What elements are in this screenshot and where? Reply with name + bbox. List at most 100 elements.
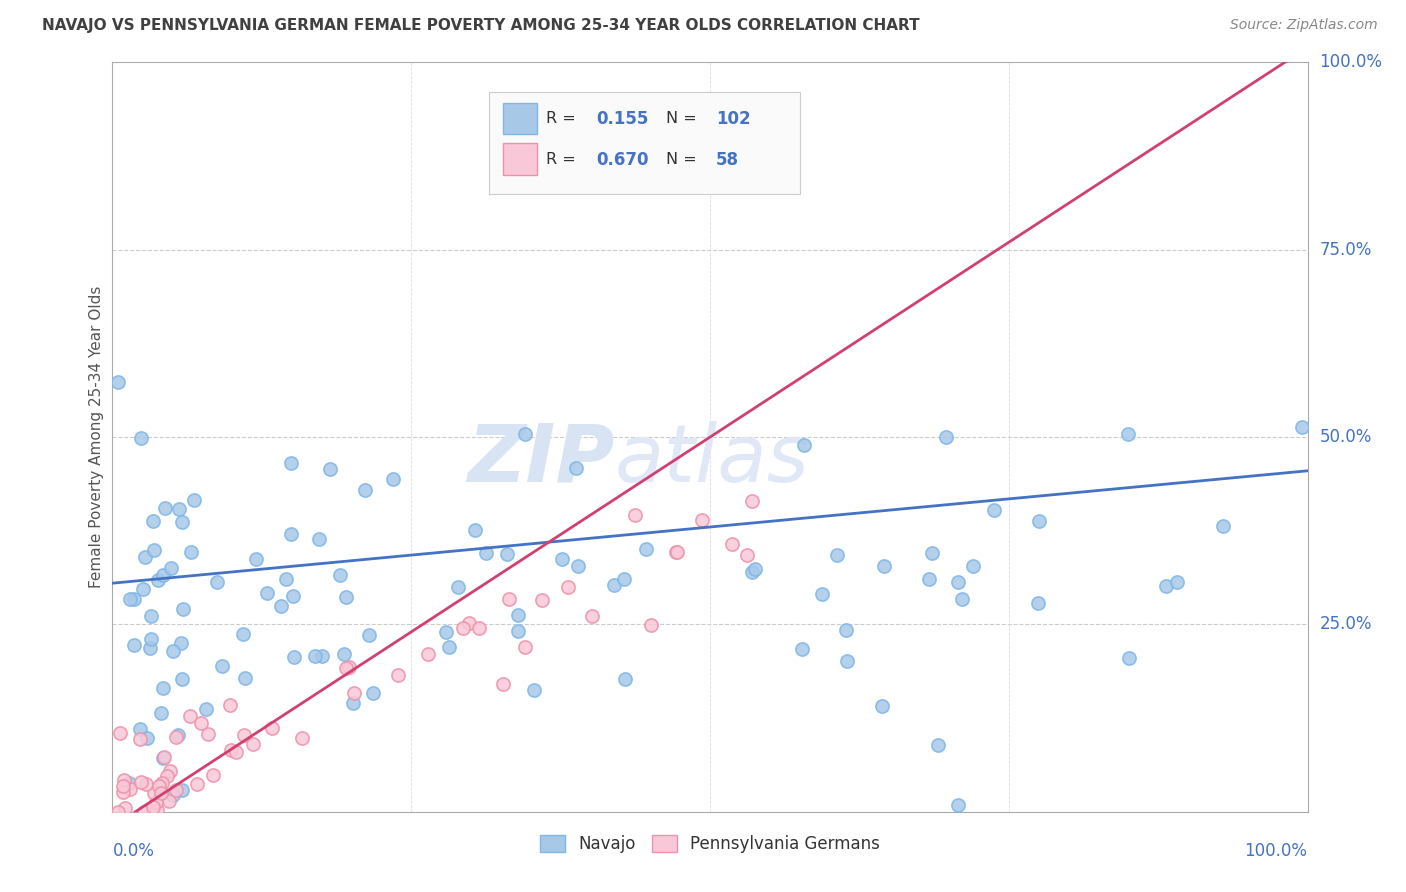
Y-axis label: Female Poverty Among 25-34 Year Olds: Female Poverty Among 25-34 Year Olds xyxy=(89,286,104,588)
Point xyxy=(665,545,688,559)
Point xyxy=(159,764,181,778)
Point xyxy=(195,702,218,716)
Point xyxy=(1291,420,1313,434)
Point xyxy=(129,774,152,789)
Point xyxy=(319,462,342,476)
Point xyxy=(363,686,385,700)
Text: 50.0%: 50.0% xyxy=(1320,428,1372,446)
Point xyxy=(152,568,174,582)
Point xyxy=(283,649,305,664)
Point xyxy=(581,609,603,624)
Point xyxy=(111,779,134,793)
Point xyxy=(447,581,470,595)
Point xyxy=(665,544,688,558)
Point xyxy=(129,732,152,747)
Point xyxy=(613,572,636,586)
Point xyxy=(523,682,546,697)
Point xyxy=(496,547,519,561)
Point xyxy=(270,599,292,613)
Point xyxy=(132,582,155,597)
Point xyxy=(180,545,202,559)
Point xyxy=(153,750,176,764)
Point xyxy=(148,573,170,587)
FancyBboxPatch shape xyxy=(503,103,537,135)
Text: R =: R = xyxy=(547,112,581,126)
FancyBboxPatch shape xyxy=(489,93,800,194)
Point xyxy=(152,681,174,695)
Point xyxy=(172,783,194,797)
Point xyxy=(1166,574,1188,589)
Point xyxy=(935,429,957,443)
Text: 25.0%: 25.0% xyxy=(1320,615,1372,633)
Point xyxy=(335,591,357,605)
Point xyxy=(218,698,240,712)
Point xyxy=(1116,427,1139,442)
Point xyxy=(827,548,849,562)
Point xyxy=(107,375,129,389)
Point xyxy=(603,578,626,592)
Point xyxy=(160,561,183,575)
Point xyxy=(565,461,588,475)
Point xyxy=(242,737,264,751)
Point xyxy=(233,671,256,685)
Point xyxy=(148,779,170,793)
Point xyxy=(308,532,330,546)
Point xyxy=(118,592,141,607)
Point xyxy=(437,640,460,655)
Point xyxy=(256,586,278,600)
Legend: Navajo, Pennsylvania Germans: Navajo, Pennsylvania Germans xyxy=(533,828,887,860)
Point xyxy=(134,549,156,564)
Point xyxy=(918,572,941,586)
Point xyxy=(179,708,201,723)
Point xyxy=(112,772,135,787)
Point xyxy=(139,641,162,656)
Point xyxy=(153,500,176,515)
Point xyxy=(132,805,155,819)
Point xyxy=(530,592,553,607)
Point xyxy=(211,658,233,673)
Point xyxy=(721,537,744,551)
Point xyxy=(232,627,254,641)
Point xyxy=(197,726,219,740)
Point xyxy=(122,591,145,606)
Point xyxy=(513,426,536,441)
Point xyxy=(921,546,943,560)
Point xyxy=(353,483,375,497)
Point xyxy=(167,502,190,516)
Point xyxy=(342,696,364,710)
Point xyxy=(221,743,243,757)
Point xyxy=(172,602,194,616)
Point xyxy=(811,587,834,601)
Point xyxy=(118,775,141,789)
Point xyxy=(304,648,326,663)
Point xyxy=(135,777,157,791)
Text: 100.0%: 100.0% xyxy=(1320,54,1382,71)
Text: 58: 58 xyxy=(716,151,740,169)
Point xyxy=(128,722,150,736)
Point xyxy=(737,549,759,563)
Point xyxy=(983,503,1005,517)
Point xyxy=(112,785,135,799)
Point xyxy=(1028,514,1050,528)
Text: Source: ZipAtlas.com: Source: ZipAtlas.com xyxy=(1230,18,1378,32)
Point xyxy=(335,661,357,675)
Point xyxy=(950,592,973,607)
Point xyxy=(149,706,172,720)
Point xyxy=(207,574,229,589)
Point xyxy=(381,471,404,485)
Point xyxy=(156,769,179,783)
Point xyxy=(114,801,136,815)
Point xyxy=(170,515,193,529)
Point xyxy=(387,668,409,682)
Point xyxy=(145,796,167,810)
Point xyxy=(165,730,187,744)
Point xyxy=(434,624,457,639)
Point xyxy=(142,514,165,528)
Point xyxy=(962,558,984,573)
Point xyxy=(139,609,162,624)
Point xyxy=(124,638,146,652)
Point xyxy=(190,715,212,730)
Text: 102: 102 xyxy=(716,110,751,128)
Point xyxy=(634,542,657,557)
Point xyxy=(311,649,333,664)
